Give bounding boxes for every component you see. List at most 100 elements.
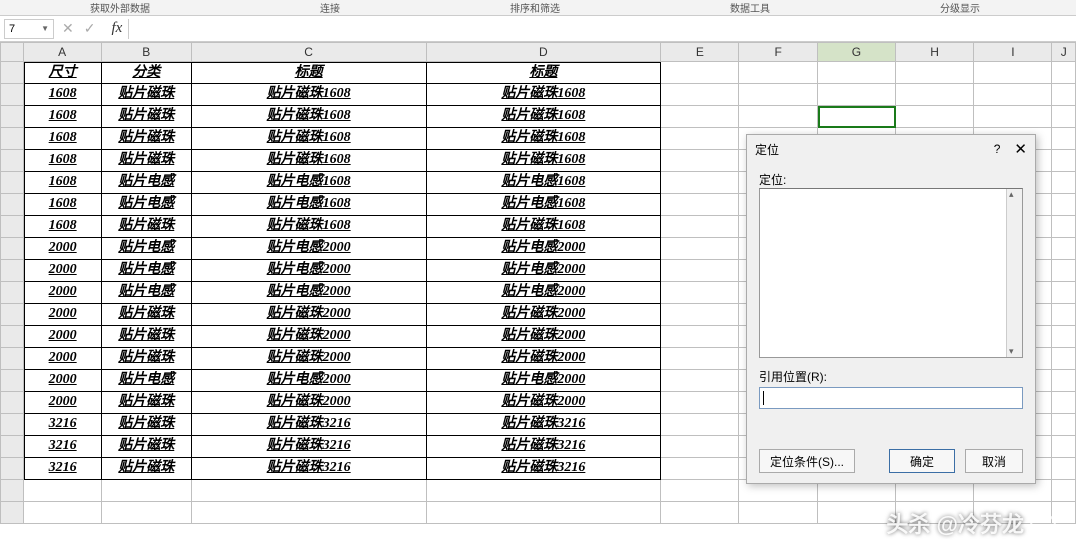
col-header-E[interactable]: E (661, 42, 739, 62)
cell[interactable] (1052, 172, 1075, 194)
cell[interactable]: 2000 (24, 326, 102, 348)
cell[interactable]: 贴片电感2000 (192, 260, 427, 282)
cell[interactable] (661, 348, 739, 370)
row-header[interactable] (0, 194, 24, 216)
col-header-J[interactable]: J (1052, 42, 1076, 62)
cell[interactable]: 贴片磁珠2000 (192, 392, 427, 414)
cell[interactable]: 贴片磁珠2000 (192, 348, 427, 370)
cell[interactable] (896, 106, 974, 128)
cell[interactable] (1052, 414, 1075, 436)
cell[interactable]: 1608 (24, 150, 102, 172)
row-header[interactable] (0, 84, 24, 106)
cell[interactable] (1052, 370, 1075, 392)
row-header[interactable] (0, 282, 24, 304)
row-header[interactable] (0, 348, 24, 370)
cell[interactable]: 贴片磁珠1608 (192, 216, 427, 238)
cell[interactable] (661, 216, 739, 238)
col-header-H[interactable]: H (896, 42, 974, 62)
cell[interactable] (24, 502, 102, 524)
cell[interactable]: 贴片电感2000 (427, 282, 662, 304)
cell[interactable] (102, 480, 192, 502)
cell[interactable]: 贴片电感 (102, 260, 192, 282)
cell[interactable]: 标题 (192, 62, 427, 84)
col-header-B[interactable]: B (102, 42, 192, 62)
cell[interactable] (661, 106, 739, 128)
cell[interactable]: 贴片磁珠2000 (427, 326, 662, 348)
cell[interactable] (974, 106, 1052, 128)
cell[interactable]: 贴片电感1608 (427, 172, 662, 194)
cell[interactable]: 贴片磁珠2000 (192, 304, 427, 326)
col-header-C[interactable]: C (192, 42, 427, 62)
cell[interactable]: 贴片电感1608 (192, 194, 427, 216)
cell[interactable] (661, 194, 739, 216)
row-header[interactable] (0, 62, 24, 84)
cell[interactable]: 贴片磁珠 (102, 458, 192, 480)
cell[interactable] (661, 238, 739, 260)
cell[interactable]: 贴片磁珠 (102, 216, 192, 238)
cell[interactable] (661, 62, 739, 84)
cell[interactable] (661, 480, 739, 502)
cell[interactable]: 贴片磁珠1608 (192, 106, 427, 128)
cell[interactable]: 贴片磁珠1608 (192, 84, 427, 106)
row-header[interactable] (0, 106, 24, 128)
cell[interactable]: 贴片磁珠1608 (427, 128, 662, 150)
scrollbar[interactable] (1006, 189, 1022, 357)
cell[interactable] (661, 304, 739, 326)
row-header[interactable] (0, 150, 24, 172)
cell[interactable] (661, 436, 739, 458)
chevron-down-icon[interactable]: ▼ (41, 24, 49, 33)
col-header-A[interactable]: A (24, 42, 102, 62)
row-header[interactable] (0, 414, 24, 436)
cell[interactable] (974, 84, 1052, 106)
row-header[interactable] (0, 502, 24, 524)
cell[interactable] (1052, 282, 1075, 304)
cell[interactable] (1052, 260, 1075, 282)
cell[interactable] (661, 414, 739, 436)
cell[interactable] (1052, 194, 1075, 216)
cell[interactable]: 贴片磁珠1608 (192, 150, 427, 172)
cell[interactable]: 贴片电感 (102, 194, 192, 216)
col-header-I[interactable]: I (974, 42, 1052, 62)
goto-list[interactable] (759, 188, 1023, 358)
cell[interactable]: 贴片电感2000 (427, 260, 662, 282)
col-header-D[interactable]: D (427, 42, 662, 62)
row-header[interactable] (0, 172, 24, 194)
cell[interactable]: 贴片磁珠2000 (427, 392, 662, 414)
cell[interactable] (661, 502, 739, 524)
cell[interactable] (1052, 436, 1075, 458)
cell[interactable] (818, 106, 896, 128)
cell[interactable]: 2000 (24, 282, 102, 304)
help-icon[interactable]: ? (994, 142, 1001, 156)
cell[interactable]: 贴片电感 (102, 370, 192, 392)
cell[interactable]: 分类 (102, 62, 192, 84)
cancel-button[interactable]: 取消 (965, 449, 1023, 473)
cell[interactable]: 贴片磁珠3216 (427, 414, 662, 436)
cell[interactable]: 2000 (24, 370, 102, 392)
select-all-corner[interactable] (0, 42, 24, 62)
cell[interactable]: 贴片磁珠1608 (427, 84, 662, 106)
cell[interactable]: 2000 (24, 260, 102, 282)
check-icon[interactable]: ✓ (84, 20, 96, 37)
cell[interactable] (661, 458, 739, 480)
cell[interactable]: 贴片电感2000 (427, 370, 662, 392)
cell[interactable]: 1608 (24, 216, 102, 238)
cell[interactable]: 贴片电感1608 (427, 194, 662, 216)
row-header[interactable] (0, 238, 24, 260)
cell[interactable]: 2000 (24, 392, 102, 414)
cell[interactable]: 贴片电感2000 (192, 282, 427, 304)
row-header[interactable] (0, 458, 24, 480)
cell[interactable] (102, 502, 192, 524)
cell[interactable] (1052, 480, 1076, 502)
cell[interactable]: 贴片磁珠 (102, 414, 192, 436)
cell[interactable] (896, 62, 974, 84)
cell[interactable] (1052, 128, 1075, 150)
row-header[interactable] (0, 392, 24, 414)
special-button[interactable]: 定位条件(S)... (759, 449, 855, 473)
cell[interactable]: 2000 (24, 304, 102, 326)
cell[interactable] (818, 84, 896, 106)
cell[interactable]: 贴片磁珠1608 (427, 150, 662, 172)
cell[interactable]: 1608 (24, 84, 102, 106)
cell[interactable] (661, 282, 739, 304)
cell[interactable]: 1608 (24, 106, 102, 128)
row-header[interactable] (0, 480, 24, 502)
